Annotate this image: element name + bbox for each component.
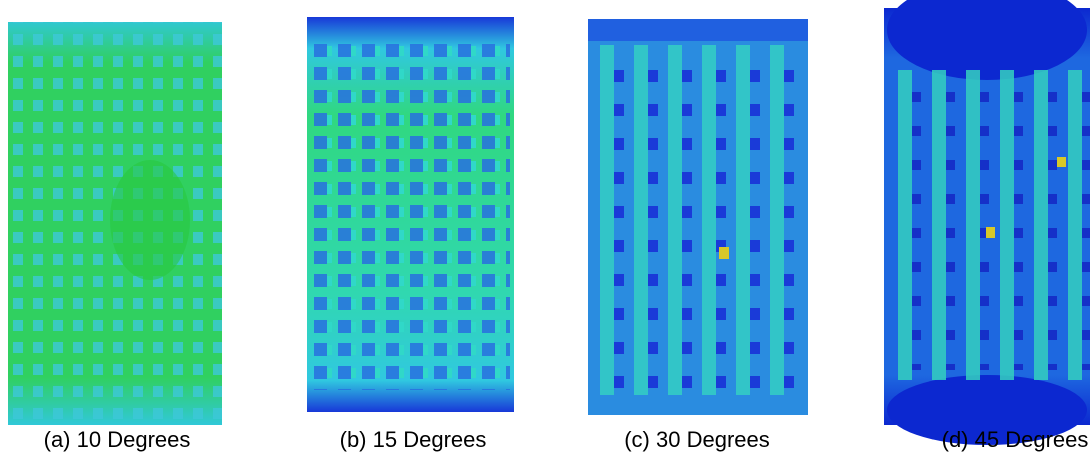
- panel-d: [884, 0, 1090, 445]
- caption: (c) 30 Degrees: [624, 427, 770, 452]
- caption: (b) 15 Degrees: [340, 427, 487, 452]
- panel-c: [588, 19, 808, 415]
- caption: (d) 45 Degrees: [942, 427, 1089, 452]
- caption: (a) 10 Degrees: [44, 427, 191, 452]
- panel-a: [8, 22, 222, 425]
- panel-b: [307, 17, 514, 412]
